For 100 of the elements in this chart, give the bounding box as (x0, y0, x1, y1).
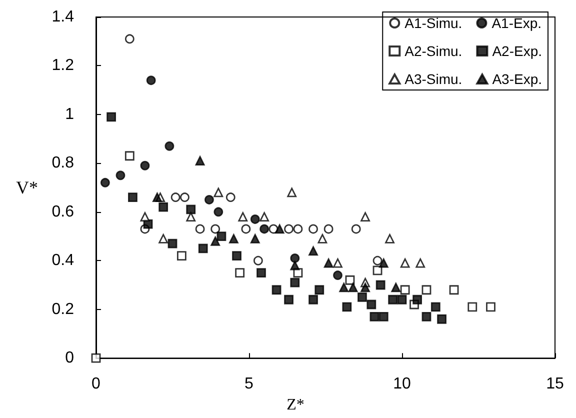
point (437, 314, 446, 324)
point (314, 285, 324, 295)
point (146, 76, 156, 86)
point (376, 280, 386, 290)
point (422, 312, 432, 322)
legend-label: A3-Exp. (492, 71, 542, 87)
point (180, 192, 190, 202)
point (260, 224, 269, 234)
y-tick-label: 1.2 (52, 57, 74, 74)
point (235, 268, 245, 278)
point (100, 178, 110, 188)
legend-label: A3-Simu. (404, 71, 462, 87)
y-tick-label: 0.4 (52, 252, 74, 270)
point (370, 312, 380, 322)
point (214, 188, 224, 198)
point (358, 292, 367, 302)
x-tick-label: 15 (546, 376, 564, 393)
point (210, 236, 220, 246)
point (318, 234, 328, 244)
point (348, 282, 358, 292)
point (195, 156, 205, 166)
point (198, 244, 208, 254)
point (226, 192, 236, 202)
point (152, 192, 162, 202)
point (339, 282, 349, 292)
legend-label: A1-Simu. (404, 15, 462, 31)
legend-label: A2-Exp. (492, 43, 542, 59)
point (333, 258, 342, 268)
point (324, 258, 334, 268)
point (210, 224, 220, 234)
point (128, 192, 138, 202)
x-tick-label: 0 (92, 376, 101, 393)
point (260, 212, 269, 222)
y-tick-label: 0.2 (52, 300, 74, 318)
point (253, 256, 263, 266)
point (378, 312, 388, 322)
point (468, 302, 478, 312)
point (333, 270, 342, 280)
point (342, 302, 352, 312)
point (91, 353, 101, 363)
x-tick-label: 5 (244, 376, 254, 393)
point (416, 258, 426, 268)
point (351, 224, 361, 234)
point (372, 256, 382, 266)
point (176, 251, 186, 260)
point (372, 266, 382, 276)
point (158, 234, 168, 244)
point (400, 258, 410, 268)
point (449, 285, 459, 295)
point (366, 300, 376, 310)
point (216, 232, 226, 241)
point (388, 294, 398, 304)
y-tick-label: 0.8 (52, 154, 74, 172)
point (274, 224, 284, 234)
point (168, 238, 178, 248)
point (284, 294, 294, 304)
y-tick-label: 1.4 (52, 8, 74, 26)
point (391, 282, 401, 292)
y-axis-title: V* (16, 178, 38, 198)
point (124, 151, 134, 161)
legend-label: A1-Exp. (492, 15, 542, 31)
point (422, 285, 432, 295)
point (308, 294, 318, 304)
y-tick-label: 0 (65, 350, 74, 367)
point (345, 275, 355, 285)
point (164, 141, 174, 151)
point (106, 112, 116, 122)
point (378, 258, 388, 268)
point (158, 202, 168, 212)
point (229, 234, 238, 244)
point (486, 302, 496, 312)
legend-label: A2-Simu. (404, 43, 462, 59)
point (385, 234, 394, 244)
y-tick-label: 0.6 (52, 203, 74, 220)
point (256, 268, 266, 278)
point (116, 170, 126, 180)
point (430, 302, 440, 312)
point (124, 34, 134, 44)
point (293, 224, 303, 234)
point (186, 212, 196, 222)
point (238, 212, 248, 222)
point (290, 260, 300, 270)
point (284, 224, 294, 234)
point (214, 207, 224, 217)
point (290, 278, 300, 288)
point (308, 224, 318, 234)
x-tick-label: 10 (393, 376, 411, 393)
point (241, 224, 251, 234)
point (360, 282, 370, 292)
point (400, 285, 410, 295)
point (140, 212, 150, 222)
point (140, 160, 150, 170)
point (397, 294, 407, 304)
point (170, 192, 180, 202)
point (308, 246, 318, 256)
point (204, 195, 214, 204)
point (360, 212, 370, 222)
x-axis-title: Z* (286, 396, 304, 414)
point (272, 285, 282, 295)
point (290, 254, 300, 263)
